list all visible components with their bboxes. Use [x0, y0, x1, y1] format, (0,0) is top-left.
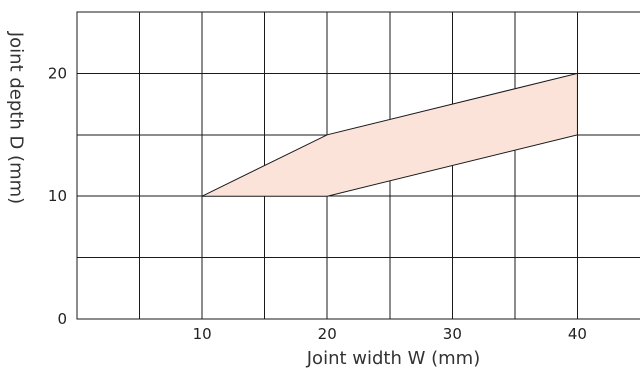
y-tick-label-20: 20 [48, 64, 67, 82]
x-axis-ticks: 10 20 30 40 [193, 325, 587, 343]
x-tick-label-20: 20 [318, 325, 337, 343]
y-axis-ticks: 0 10 20 [48, 64, 67, 328]
x-tick-label-10: 10 [193, 325, 212, 343]
y-tick-label-0: 0 [57, 310, 67, 328]
x-tick-label-40: 40 [568, 325, 587, 343]
y-axis-title: Joint depth D (mm) [6, 31, 27, 204]
x-tick-label-30: 30 [443, 325, 462, 343]
y-tick-label-10: 10 [48, 187, 67, 205]
x-axis-title: Joint width W (mm) [306, 348, 480, 369]
